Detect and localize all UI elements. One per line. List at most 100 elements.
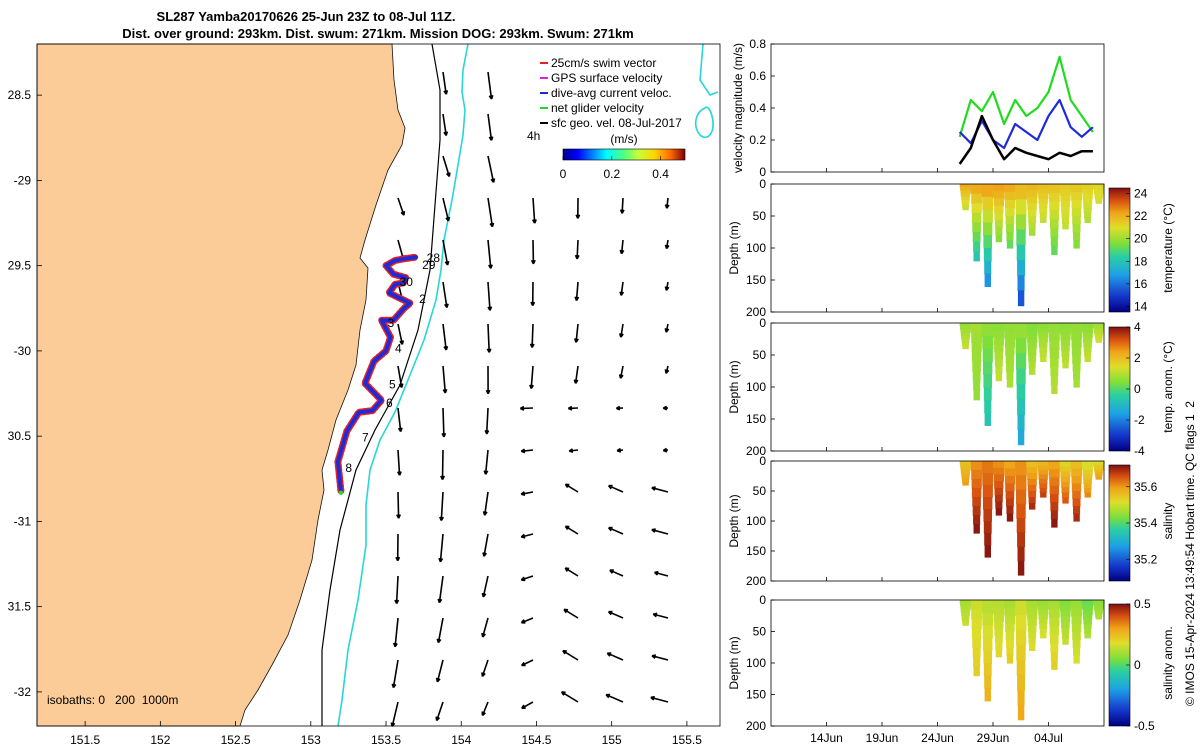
section-data-cell <box>995 642 1003 651</box>
section-data-cell <box>1051 518 1058 528</box>
section-data-cell <box>1015 323 1027 339</box>
section-data-cell <box>1015 461 1027 476</box>
section-data-cell <box>1028 491 1037 498</box>
section-data-cell <box>984 675 992 689</box>
section-data-cell <box>1038 618 1048 625</box>
section-data-cell <box>993 600 1005 608</box>
velocity-vector <box>530 239 536 265</box>
section-data-cell <box>993 323 1005 331</box>
section-data-cell <box>1072 491 1081 500</box>
section-data-cell <box>993 337 1004 346</box>
section-data-cell <box>1083 483 1092 489</box>
section-data-cell <box>1016 518 1026 533</box>
velocity-vector <box>442 281 449 309</box>
section-y-tick-label: 100 <box>746 656 766 670</box>
section-data-cell <box>993 198 1004 207</box>
section-data-cell <box>1048 331 1060 342</box>
section-data-cell <box>1050 652 1058 662</box>
section-data-cell <box>1062 497 1069 504</box>
waypoint-label: 30 <box>400 275 414 289</box>
section-data-cell <box>1028 361 1036 369</box>
section-data-cell <box>1004 600 1016 609</box>
velocity-vector <box>653 570 669 577</box>
section-data-cell <box>1070 600 1083 609</box>
section-data-cell <box>1005 483 1015 492</box>
section-data-cell <box>1061 633 1069 640</box>
section-data-cell <box>1005 623 1015 633</box>
section-data-cell <box>1071 615 1082 625</box>
section-colorbar-tick-label: -2 <box>1134 413 1145 427</box>
section-data-cell <box>1016 353 1027 370</box>
map-x-tick-label: 154.5 <box>521 733 551 747</box>
section-data-cell <box>1004 468 1016 477</box>
section-data-cell <box>1048 184 1061 194</box>
section-data-cell <box>995 649 1003 658</box>
section-data-cell <box>1093 602 1105 606</box>
section-data-cell <box>995 508 1003 516</box>
section-data-cell <box>1037 323 1050 329</box>
section-data-cell <box>1082 188 1094 195</box>
section-data-cell <box>1039 483 1048 489</box>
section-data-cell <box>1015 199 1027 215</box>
section-data-cell <box>1072 639 1081 648</box>
section-y-tick-label: 200 <box>746 574 766 588</box>
velocity-vector <box>481 701 489 717</box>
section-data-cell <box>959 461 972 465</box>
section-data-cell <box>1048 608 1060 618</box>
section-data-cell <box>1061 482 1070 488</box>
map-colorbar <box>562 148 686 161</box>
velocity-vector <box>436 617 444 644</box>
section-data-cell <box>1061 487 1070 494</box>
section-y-tick-label: 100 <box>746 514 766 528</box>
section-data-cell <box>1061 627 1070 634</box>
section-data-cell <box>1092 184 1105 187</box>
velocity-vector <box>615 405 624 411</box>
velocity-vector <box>652 612 669 619</box>
section-data-cell <box>973 524 980 534</box>
section-data-cell <box>1006 363 1014 372</box>
section-y-tick-label: 100 <box>746 380 766 394</box>
section-data-cell <box>1005 491 1015 500</box>
section-data-cell <box>1015 615 1027 631</box>
velocity-vector <box>487 239 493 269</box>
section-data-cell <box>984 260 992 275</box>
section-data-cell <box>1026 467 1038 474</box>
map-y-tick-label: 30.5 <box>8 429 32 443</box>
section-data-cell <box>960 326 971 330</box>
section-data-cell <box>1006 379 1014 388</box>
section-data-cell <box>1017 704 1025 721</box>
section-data-cell <box>993 607 1005 615</box>
section-colorbar-tick-label: 16 <box>1134 277 1148 291</box>
section-data-cell <box>1049 210 1059 220</box>
section-data-cell <box>1084 492 1091 498</box>
velocity-y-tick-label: 0.6 <box>749 69 766 83</box>
section-colorbar-tick-label: 0 <box>1134 658 1141 672</box>
section-data-cell <box>970 461 983 471</box>
section-y-tick-label: 200 <box>746 719 766 733</box>
section-data-cell <box>983 248 992 262</box>
imos-stamp: © IMOS 15-Apr-2024 13:49:54 Hobart time.… <box>1183 401 1197 706</box>
section-data-cell <box>993 184 1005 192</box>
section-data-cell <box>1005 355 1015 364</box>
section-data-cell <box>983 663 992 677</box>
section-data-cell <box>1004 461 1016 470</box>
section-data-cell <box>1006 647 1014 656</box>
section-data-cell <box>1016 383 1026 400</box>
section-data-cell <box>1016 489 1027 505</box>
section-data-cell <box>1006 639 1014 648</box>
section-data-cell <box>984 688 991 702</box>
section-data-cell <box>971 212 982 223</box>
section-data-cell <box>971 470 983 480</box>
section-data-cell <box>973 251 980 262</box>
section-data-cell <box>1050 375 1058 386</box>
section-data-cell <box>1027 485 1037 492</box>
section-data-cell <box>1095 476 1102 480</box>
section-data-cell <box>982 335 994 350</box>
section-data-cell <box>971 351 982 362</box>
section-data-cell <box>1070 323 1083 332</box>
section-data-cell <box>971 193 983 204</box>
map-y-tick-label: 31.5 <box>8 600 32 614</box>
velocity-vector <box>529 323 535 348</box>
section-data-cell <box>1048 461 1061 470</box>
